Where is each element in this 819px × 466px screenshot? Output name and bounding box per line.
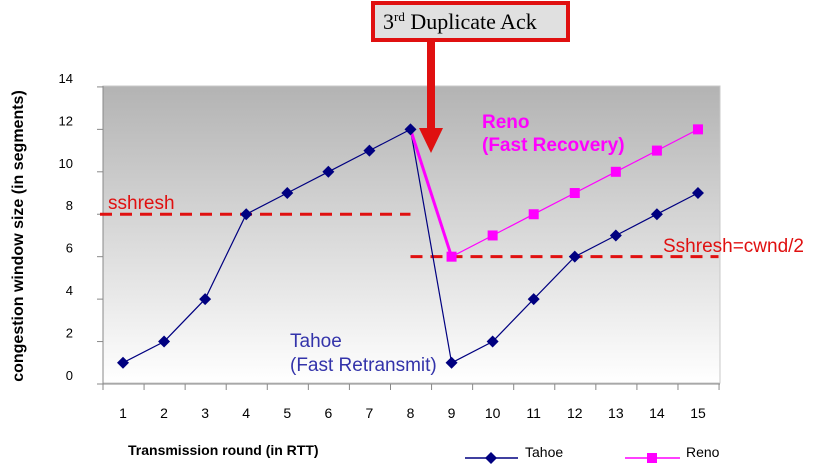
y-tick-label: 10 [59, 156, 73, 171]
data-point-tahoe [486, 335, 499, 348]
x-tick-label: 4 [242, 405, 250, 421]
reno-annotation-line2: (Fast Recovery) [482, 135, 625, 156]
data-point-tahoe [117, 356, 129, 369]
y-ticks: 0 2 4 6 8 10 12 14 [59, 71, 103, 385]
tahoe-annotation-line1: Tahoe [290, 331, 342, 352]
legend-reno-label: Reno [686, 444, 720, 460]
y-tick-label: 4 [66, 283, 73, 298]
data-point-tahoe [199, 293, 212, 306]
legend-item-tahoe: Tahoe [465, 444, 563, 464]
legend-reno-marker [647, 453, 657, 463]
x-tick-label: 2 [160, 405, 168, 421]
data-point-tahoe [322, 165, 335, 178]
y-tick-label: 2 [66, 326, 73, 341]
callout-text-sup: rd [394, 9, 405, 24]
x-tick-label: 3 [201, 405, 209, 421]
y-tick-label: 12 [59, 113, 73, 128]
threshold-label-sshresh: sshresh [108, 193, 175, 214]
legend-tahoe-marker [485, 452, 497, 464]
y-tick-label: 8 [66, 198, 73, 213]
x-tick-label: 8 [407, 405, 415, 421]
x-tick-label: 9 [448, 405, 456, 421]
x-tick-label: 7 [366, 405, 374, 421]
x-tick-label: 15 [690, 405, 706, 421]
x-axis-title: Transmission round (in RTT) [128, 442, 319, 458]
data-point-tahoe [650, 208, 663, 221]
reno-recovery-segment [409, 128, 453, 258]
data-point-reno [692, 124, 703, 135]
callout-box: 3rd Duplicate Ack [371, 1, 570, 42]
data-point-tahoe [240, 208, 253, 221]
x-tick-label: 12 [567, 405, 583, 421]
x-tick-label: 6 [324, 405, 332, 421]
callout-arrow-shaft [427, 40, 435, 128]
data-point-reno [610, 166, 621, 177]
x-tick-label: 11 [526, 405, 541, 421]
threshold-label-cwnd-half: Sshresh=cwnd/2 [663, 236, 804, 257]
y-tick-label: 0 [66, 368, 73, 383]
legend-item-reno: Reno [625, 444, 720, 463]
data-point-tahoe [609, 229, 622, 242]
series-markers [117, 123, 704, 369]
legend: Tahoe Reno [465, 444, 720, 464]
svg-text:3rd Duplicate Ack: 3rd Duplicate Ack [383, 9, 537, 34]
y-axis-title: congestion window size (in segments) [10, 90, 27, 382]
data-point-tahoe [404, 123, 417, 136]
x-tick-label: 10 [485, 405, 501, 421]
callout-text-rest: Duplicate Ack [405, 9, 537, 34]
data-point-tahoe [158, 335, 171, 348]
callout-text-main: 3 [383, 9, 394, 34]
y-tick-label: 6 [66, 241, 73, 256]
data-point-reno [446, 251, 457, 262]
data-point-tahoe [363, 144, 376, 157]
data-point-tahoe [281, 187, 294, 200]
data-point-tahoe [691, 187, 704, 200]
threshold-lines [100, 212, 719, 259]
x-tick-label: 14 [649, 405, 665, 421]
x-tick-label: 1 [119, 405, 127, 421]
y-tick-label: 14 [59, 71, 73, 86]
data-point-tahoe [568, 250, 581, 263]
x-tick-label: 13 [608, 405, 624, 421]
data-point-reno [651, 145, 662, 156]
callout-arrow-head [419, 128, 443, 153]
data-point-reno [487, 230, 498, 241]
data-point-reno [528, 209, 539, 220]
data-point-reno [569, 188, 580, 199]
data-point-tahoe [527, 293, 540, 306]
data-point-tahoe [445, 356, 458, 369]
legend-tahoe-label: Tahoe [525, 444, 563, 460]
reno-annotation-line1: Reno [482, 112, 530, 133]
x-ticks: 1 2 3 4 5 6 7 8 9 10 11 12 13 14 15 [102, 384, 720, 421]
x-tick-label: 5 [283, 405, 291, 421]
tahoe-annotation-line2: (Fast Retransmit) [290, 355, 437, 376]
